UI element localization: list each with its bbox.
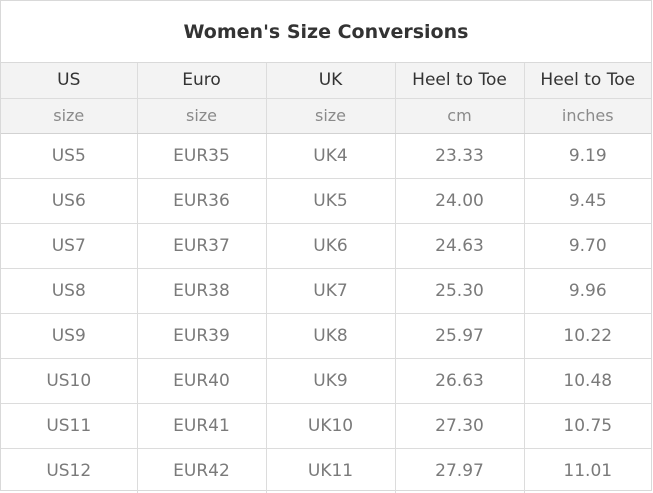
cell-us: US7 (1, 223, 138, 269)
cell-euro: EUR36 (137, 178, 267, 224)
header-heel-to-toe-inches: Heel to Toe (524, 63, 651, 99)
subheader-uk: size (266, 98, 396, 134)
cell-cm: 25.97 (395, 313, 525, 359)
table-title: Women's Size Conversions (1, 1, 651, 63)
cell-cm: 27.30 (395, 403, 525, 449)
cell-euro: EUR42 (137, 448, 267, 493)
cell-uk: UK11 (266, 448, 396, 493)
subheader-cm: cm (395, 98, 525, 134)
cell-inches: 10.22 (524, 313, 651, 359)
cell-uk: UK9 (266, 358, 396, 404)
cell-us: US5 (1, 133, 138, 179)
cell-us: US6 (1, 178, 138, 224)
table-row: US6 EUR36 UK5 24.00 9.45 (1, 178, 651, 224)
header-uk: UK (266, 63, 396, 99)
subheader-us: size (1, 98, 138, 134)
table-row: US8 EUR38 UK7 25.30 9.96 (1, 268, 651, 314)
cell-inches: 10.75 (524, 403, 651, 449)
header-euro: Euro (137, 63, 267, 99)
cell-inches: 10.48 (524, 358, 651, 404)
cell-uk: UK10 (266, 403, 396, 449)
table-body: US5 EUR35 UK4 23.33 9.19 US6 EUR36 UK5 24.00 9.45… (1, 133, 651, 493)
subheader-inches: inches (524, 98, 651, 134)
table-row: US11 EUR41 UK10 27.30 10.75 (1, 403, 651, 449)
cell-inches: 9.70 (524, 223, 651, 269)
table-row: US9 EUR39 UK8 25.97 10.22 (1, 313, 651, 359)
cell-uk: UK8 (266, 313, 396, 359)
cell-us: US10 (1, 358, 138, 404)
cell-euro: EUR35 (137, 133, 267, 179)
header-heel-to-toe-cm: Heel to Toe (395, 63, 525, 99)
cell-euro: EUR41 (137, 403, 267, 449)
cell-cm: 25.30 (395, 268, 525, 314)
cell-cm: 27.97 (395, 448, 525, 493)
cell-us: US9 (1, 313, 138, 359)
cell-inches: 9.19 (524, 133, 651, 179)
subheader-euro: size (137, 98, 267, 134)
cell-uk: UK6 (266, 223, 396, 269)
cell-uk: UK5 (266, 178, 396, 224)
cell-inches: 9.96 (524, 268, 651, 314)
cell-cm: 23.33 (395, 133, 525, 179)
cell-euro: EUR37 (137, 223, 267, 269)
header-us: US (1, 63, 138, 99)
cell-euro: EUR38 (137, 268, 267, 314)
cell-cm: 26.63 (395, 358, 525, 404)
cell-cm: 24.00 (395, 178, 525, 224)
cell-uk: UK7 (266, 268, 396, 314)
subheader-row: size size size cm inches (1, 98, 651, 134)
cell-us: US12 (1, 448, 138, 493)
cell-uk: UK4 (266, 133, 396, 179)
cell-cm: 24.63 (395, 223, 525, 269)
size-table: US Euro UK Heel to Toe Heel to Toe size … (1, 63, 651, 493)
cell-inches: 9.45 (524, 178, 651, 224)
cell-euro: EUR40 (137, 358, 267, 404)
cell-us: US11 (1, 403, 138, 449)
table-row: US10 EUR40 UK9 26.63 10.48 (1, 358, 651, 404)
cell-us: US8 (1, 268, 138, 314)
header-row: US Euro UK Heel to Toe Heel to Toe (1, 63, 651, 99)
cell-euro: EUR39 (137, 313, 267, 359)
table-row: US5 EUR35 UK4 23.33 9.19 (1, 133, 651, 179)
cell-inches: 11.01 (563, 460, 613, 481)
table-row: US12 EUR42 UK11 27.97 11.01 (1, 448, 651, 493)
table-row: US7 EUR37 UK6 24.63 9.70 (1, 223, 651, 269)
